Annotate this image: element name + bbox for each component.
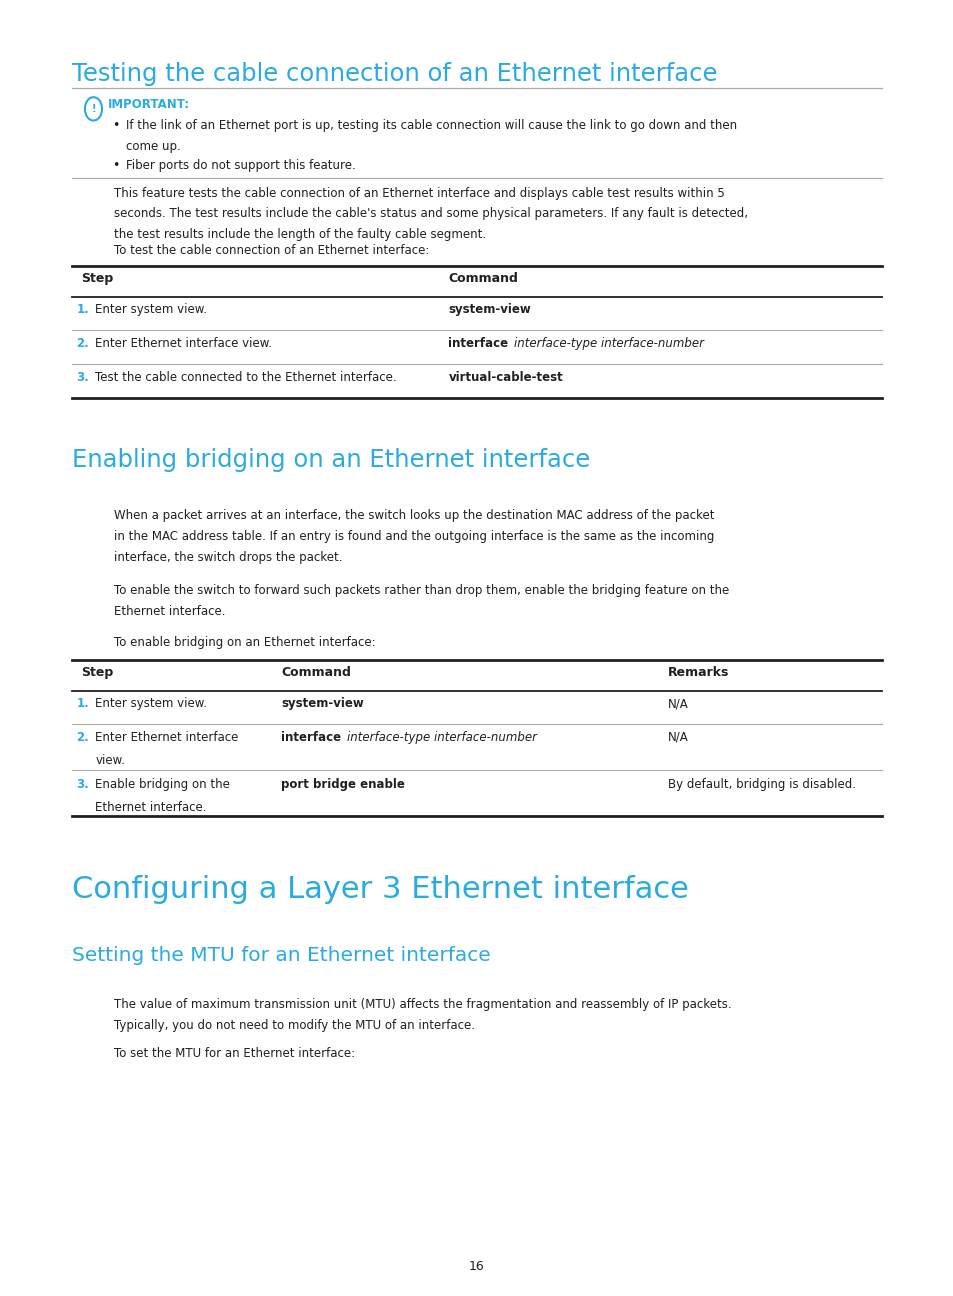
Text: To enable the switch to forward such packets rather than drop them, enable the b: To enable the switch to forward such pac… xyxy=(114,584,729,597)
Text: interface: interface xyxy=(448,337,508,350)
Text: Enter system view.: Enter system view. xyxy=(95,303,207,316)
Text: Testing the cable connection of an Ethernet interface: Testing the cable connection of an Ether… xyxy=(71,62,717,87)
Text: By default, bridging is disabled.: By default, bridging is disabled. xyxy=(667,778,855,791)
Text: Step: Step xyxy=(81,272,113,285)
Text: interface-type interface-number: interface-type interface-number xyxy=(514,337,703,350)
Text: IMPORTANT:: IMPORTANT: xyxy=(108,98,190,111)
Text: 2.: 2. xyxy=(76,731,89,744)
Text: 1.: 1. xyxy=(76,303,89,316)
Text: Typically, you do not need to modify the MTU of an interface.: Typically, you do not need to modify the… xyxy=(114,1019,475,1032)
Text: come up.: come up. xyxy=(126,140,180,153)
Text: Enter Ethernet interface: Enter Ethernet interface xyxy=(95,731,238,744)
Text: system-view: system-view xyxy=(448,303,531,316)
Text: Enter system view.: Enter system view. xyxy=(95,697,207,710)
Text: Test the cable connected to the Ethernet interface.: Test the cable connected to the Ethernet… xyxy=(95,371,396,384)
Text: virtual-cable-test: virtual-cable-test xyxy=(448,371,562,384)
Text: To set the MTU for an Ethernet interface:: To set the MTU for an Ethernet interface… xyxy=(114,1047,355,1060)
Text: Command: Command xyxy=(448,272,517,285)
Text: Enable bridging on the: Enable bridging on the xyxy=(95,778,230,791)
Text: Step: Step xyxy=(81,666,113,679)
Text: Command: Command xyxy=(281,666,351,679)
Text: interface-type interface-number: interface-type interface-number xyxy=(347,731,537,744)
Text: N/A: N/A xyxy=(667,731,688,744)
Text: •: • xyxy=(112,159,120,172)
Text: 16: 16 xyxy=(469,1260,484,1273)
Text: !: ! xyxy=(91,104,95,114)
Text: Configuring a Layer 3 Ethernet interface: Configuring a Layer 3 Ethernet interface xyxy=(71,875,688,903)
Text: view.: view. xyxy=(95,754,125,767)
Text: Fiber ports do not support this feature.: Fiber ports do not support this feature. xyxy=(126,159,355,172)
Text: Ethernet interface.: Ethernet interface. xyxy=(95,801,207,814)
Text: interface, the switch drops the packet.: interface, the switch drops the packet. xyxy=(114,551,343,564)
Text: When a packet arrives at an interface, the switch looks up the destination MAC a: When a packet arrives at an interface, t… xyxy=(114,509,714,522)
Text: port bridge enable: port bridge enable xyxy=(281,778,405,791)
Text: 1.: 1. xyxy=(76,697,89,710)
Text: in the MAC address table. If an entry is found and the outgoing interface is the: in the MAC address table. If an entry is… xyxy=(114,530,714,543)
Text: interface: interface xyxy=(281,731,341,744)
Text: To test the cable connection of an Ethernet interface:: To test the cable connection of an Ether… xyxy=(114,244,430,257)
Text: the test results include the length of the faulty cable segment.: the test results include the length of t… xyxy=(114,228,486,241)
Text: To enable bridging on an Ethernet interface:: To enable bridging on an Ethernet interf… xyxy=(114,636,375,649)
Text: N/A: N/A xyxy=(667,697,688,710)
Text: Enabling bridging on an Ethernet interface: Enabling bridging on an Ethernet interfa… xyxy=(71,448,589,473)
Text: •: • xyxy=(112,119,120,132)
Text: Ethernet interface.: Ethernet interface. xyxy=(114,605,226,618)
Text: Setting the MTU for an Ethernet interface: Setting the MTU for an Ethernet interfac… xyxy=(71,946,490,966)
Text: 2.: 2. xyxy=(76,337,89,350)
Text: This feature tests the cable connection of an Ethernet interface and displays ca: This feature tests the cable connection … xyxy=(114,187,724,200)
Text: system-view: system-view xyxy=(281,697,364,710)
Text: Remarks: Remarks xyxy=(667,666,728,679)
Text: The value of maximum transmission unit (MTU) affects the fragmentation and reass: The value of maximum transmission unit (… xyxy=(114,998,731,1011)
Text: Enter Ethernet interface view.: Enter Ethernet interface view. xyxy=(95,337,273,350)
Text: 3.: 3. xyxy=(76,778,89,791)
Text: If the link of an Ethernet port is up, testing its cable connection will cause t: If the link of an Ethernet port is up, t… xyxy=(126,119,737,132)
Text: seconds. The test results include the cable's status and some physical parameter: seconds. The test results include the ca… xyxy=(114,207,748,220)
Text: 3.: 3. xyxy=(76,371,89,384)
